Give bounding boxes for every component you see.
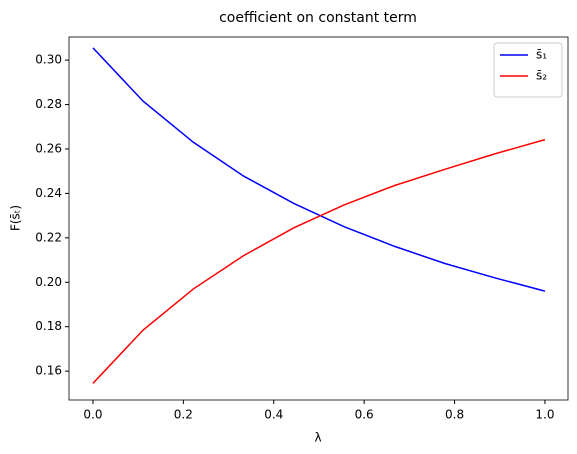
y-tick-label: 0.16: [35, 364, 62, 378]
x-tick-label: 0.6: [355, 408, 374, 422]
y-tick-label: 0.18: [35, 319, 62, 333]
chart-title: coefficient on constant term: [219, 10, 417, 26]
legend-box: [493, 42, 563, 98]
y-tick-label: 0.22: [35, 230, 62, 244]
y-tick-label: 0.30: [35, 53, 62, 67]
x-tick-label: 1.0: [535, 408, 554, 422]
x-tick-label: 0.8: [445, 408, 464, 422]
x-tick-label: 0.4: [264, 408, 283, 422]
x-tick-label: 0.2: [174, 408, 193, 422]
y-tick-label: 0.24: [35, 186, 62, 200]
line-series: [92, 138, 546, 384]
line-series: [92, 47, 546, 292]
legend-label: s̄₁: [536, 48, 547, 62]
x-axis-label: λ: [314, 431, 321, 445]
plot-frame: [68, 36, 569, 401]
x-tick-label: 0.0: [83, 408, 102, 422]
y-tick-label: 0.26: [35, 141, 62, 155]
y-tick-label: 0.28: [35, 97, 62, 111]
legend-label: s̄₂: [536, 69, 547, 83]
y-tick-label: 0.20: [35, 275, 62, 289]
y-axis-label: F(s̄ₜ): [9, 205, 23, 231]
